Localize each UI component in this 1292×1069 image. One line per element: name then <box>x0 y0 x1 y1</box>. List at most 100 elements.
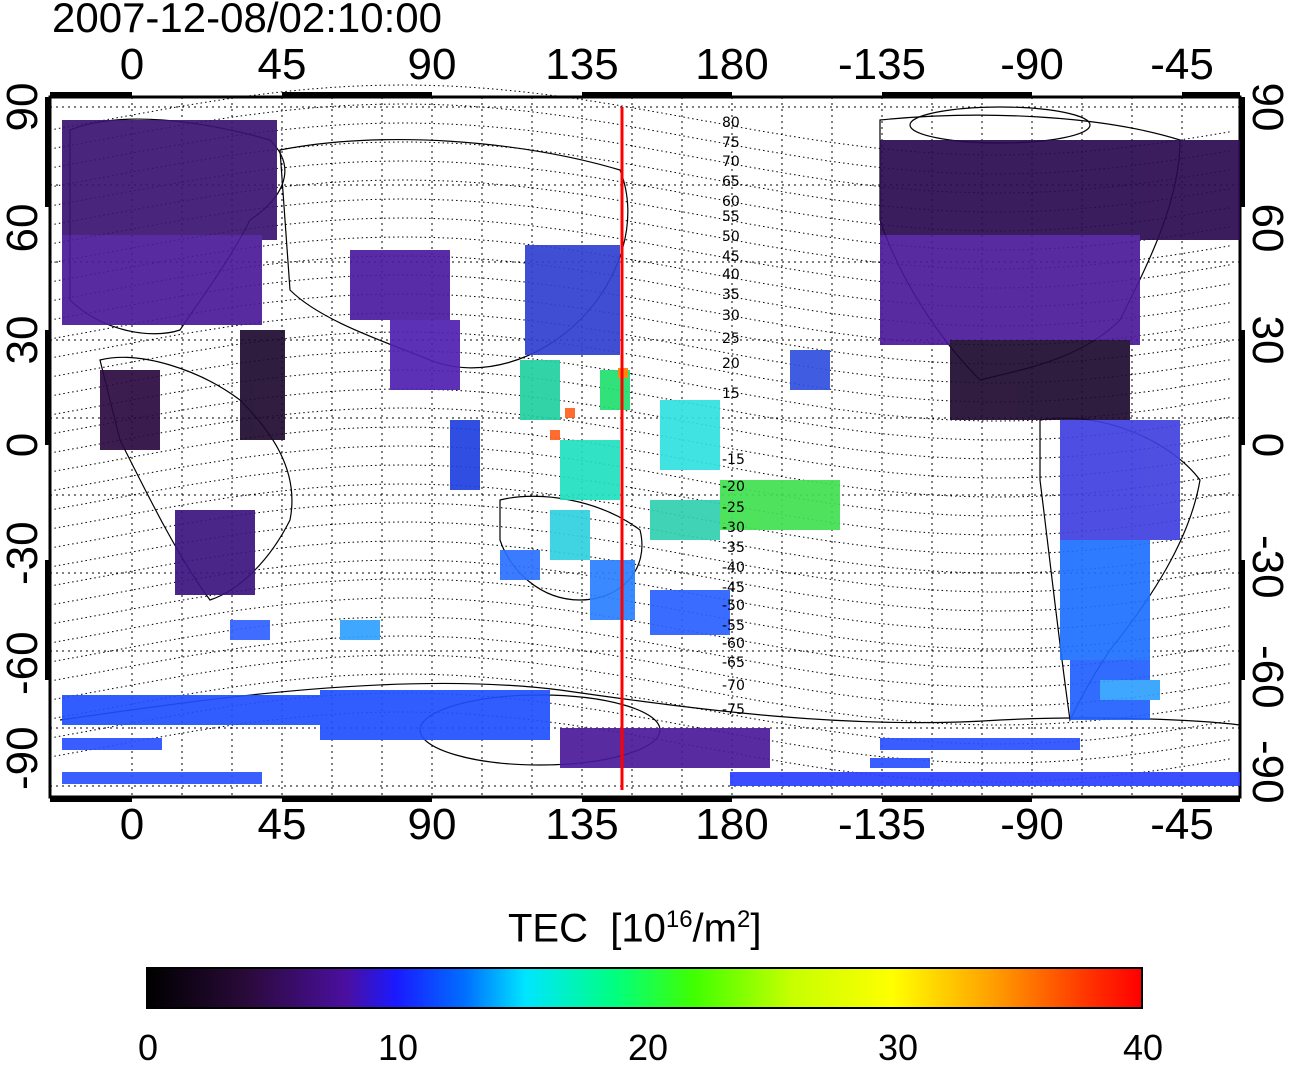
colorbar-tick-label: 40 <box>1122 1027 1164 1068</box>
contour-label: -70 <box>722 678 745 694</box>
contour-label: 65 <box>722 174 740 190</box>
contour-line <box>49 616 1231 688</box>
x-tick-label-bottom: -90 <box>1000 800 1064 849</box>
colorbar-tick-label: 10 <box>377 1027 419 1068</box>
contour-line <box>49 464 1231 536</box>
contour-label: -50 <box>722 598 745 614</box>
contour-line <box>49 521 1231 593</box>
contour-line <box>49 293 1231 365</box>
tec-patches <box>62 120 1240 786</box>
contour-label: 45 <box>722 249 740 265</box>
contour-line <box>49 141 1231 213</box>
contour-line <box>49 426 1231 498</box>
contour-line <box>49 483 1231 555</box>
y-tick-label-right: -60 <box>1243 645 1292 709</box>
y-tick-label-right: 30 <box>1243 315 1292 365</box>
contour-label: 75 <box>722 135 740 151</box>
contour-line <box>49 160 1231 232</box>
contour-label: 30 <box>722 308 740 324</box>
y-tick-label-right: -90 <box>1243 740 1292 804</box>
contour-line <box>49 236 1231 308</box>
contour-line <box>49 84 1231 156</box>
x-tick-label-top: -45 <box>1150 40 1214 89</box>
contour-label: 50 <box>722 229 740 245</box>
contour-line <box>49 578 1231 650</box>
y-tick-label-left: -60 <box>0 631 47 695</box>
colorbar-tick-label: 0 <box>137 1027 159 1068</box>
y-tick-label-right: 0 <box>1243 432 1292 458</box>
x-tick-label-top: 0 <box>119 40 145 89</box>
contour-line <box>49 654 1231 726</box>
contour-label: -75 <box>722 702 745 718</box>
y-tick-label-left: 0 <box>0 432 47 458</box>
contour-label: -15 <box>722 452 745 468</box>
contour-label: -45 <box>722 580 745 596</box>
contour-line <box>49 369 1231 441</box>
y-tick-label-left: 60 <box>0 203 47 253</box>
x-tick-label-bottom: 90 <box>407 800 457 849</box>
contour-line <box>49 198 1231 270</box>
contour-label: -20 <box>722 479 745 495</box>
contour-line <box>49 502 1231 574</box>
contour-label: 20 <box>722 356 740 372</box>
contour-line <box>49 103 1231 175</box>
contour-line <box>49 540 1231 612</box>
contour-line <box>49 692 1231 764</box>
contour-label: -35 <box>722 540 745 556</box>
contour-line <box>49 559 1231 631</box>
contour-label: 60 <box>722 194 740 210</box>
contour-label: 80 <box>722 115 740 131</box>
y-tick-label-right: 60 <box>1243 203 1292 253</box>
x-tick-label-top: 180 <box>695 40 769 89</box>
contour-line <box>49 350 1231 422</box>
x-tick-label-bottom: 180 <box>695 800 769 849</box>
x-tick-label-bottom: 0 <box>119 800 145 849</box>
contour-label: -40 <box>722 560 745 576</box>
contour-label: 40 <box>722 267 740 283</box>
contour-line <box>49 122 1231 194</box>
contour-label: -25 <box>722 500 745 516</box>
contour-label: -30 <box>722 520 745 536</box>
colorbar-tick-label: 30 <box>877 1027 919 1068</box>
y-tick-label-left: 90 <box>0 82 47 132</box>
contour-label: -55 <box>722 618 745 634</box>
contour-line <box>49 331 1231 403</box>
x-tick-label-top: -135 <box>837 40 927 89</box>
contour-line <box>49 635 1231 707</box>
contour-label: 35 <box>722 287 740 303</box>
contour-label: 25 <box>722 331 740 347</box>
contour-label: -60 <box>722 636 745 652</box>
colorbar-title: TEC [1016/m2] <box>508 906 762 951</box>
x-tick-label-top: 135 <box>545 40 619 89</box>
contour-line <box>49 312 1231 384</box>
contour-line <box>49 597 1231 669</box>
x-tick-label-top: 45 <box>257 40 307 89</box>
x-tick-label-bottom: 135 <box>545 800 619 849</box>
contour-line <box>49 388 1231 460</box>
contour-line <box>49 274 1231 346</box>
contour-label: -65 <box>722 655 745 671</box>
colorbar-tick-label: 20 <box>627 1027 669 1068</box>
y-tick-label-left: 30 <box>0 315 47 365</box>
y-tick-label-right: 90 <box>1243 82 1292 132</box>
contour-line <box>49 673 1231 745</box>
x-tick-label-bottom: -135 <box>837 800 927 849</box>
contour-line <box>49 217 1231 289</box>
y-tick-label-left: -90 <box>0 726 47 790</box>
contour-line <box>49 255 1231 327</box>
contour-label: 15 <box>722 386 740 402</box>
contour-label: 70 <box>722 154 740 170</box>
x-tick-label-top: 90 <box>407 40 457 89</box>
contour-line <box>49 407 1231 479</box>
contour-line <box>49 445 1231 517</box>
x-tick-label-top: -90 <box>1000 40 1064 89</box>
map-title: 2007-12-08/02:10:00 <box>52 0 442 41</box>
contour-label: 55 <box>722 209 740 225</box>
y-tick-label-left: -30 <box>0 521 47 585</box>
y-tick-label-right: -30 <box>1243 535 1292 599</box>
tec-colorbar <box>146 967 1143 1009</box>
x-tick-label-bottom: 45 <box>257 800 307 849</box>
x-tick-label-bottom: -45 <box>1150 800 1214 849</box>
